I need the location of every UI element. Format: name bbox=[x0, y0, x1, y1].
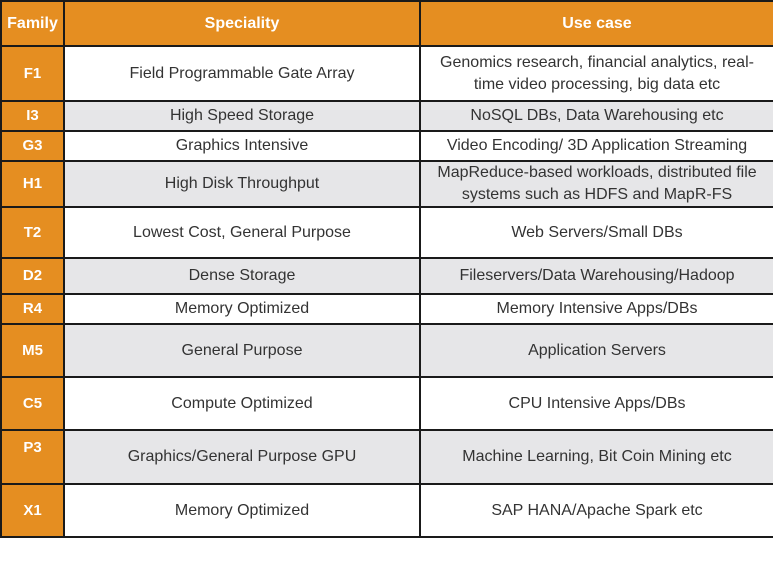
speciality-cell: High Disk Throughput bbox=[63, 160, 421, 208]
table-row: C5 Compute Optimized CPU Intensive Apps/DB… bbox=[0, 376, 773, 431]
family-cell: D2 bbox=[0, 257, 65, 295]
use-case-cell: MapReduce-based workloads, distributed f… bbox=[419, 160, 773, 208]
table-row: X1 Memory Optimized SAP HANA/Apache Spark … bbox=[0, 483, 773, 538]
speciality-cell: General Purpose bbox=[63, 323, 421, 378]
family-cell: P3 bbox=[0, 429, 65, 485]
use-case-cell: Genomics research, financial analytics, … bbox=[419, 45, 773, 102]
table-row: P3 Graphics/General Purpose GPU Machine Le… bbox=[0, 429, 773, 485]
speciality-cell: Memory Optimized bbox=[63, 483, 421, 538]
family-cell: T2 bbox=[0, 206, 65, 259]
table-row: G3 Graphics Intensive Video Encoding/ 3D A… bbox=[0, 130, 773, 162]
family-cell: H1 bbox=[0, 160, 65, 208]
family-cell: G3 bbox=[0, 130, 65, 162]
speciality-cell: Graphics Intensive bbox=[63, 130, 421, 162]
use-case-cell: Memory Intensive Apps/DBs bbox=[419, 293, 773, 325]
speciality-cell: Dense Storage bbox=[63, 257, 421, 295]
use-case-cell: Video Encoding/ 3D Application Streaming bbox=[419, 130, 773, 162]
header-family: Family bbox=[0, 0, 65, 47]
family-cell: F1 bbox=[0, 45, 65, 102]
family-cell: M5 bbox=[0, 323, 65, 378]
use-case-cell: CPU Intensive Apps/DBs bbox=[419, 376, 773, 431]
use-case-cell: SAP HANA/Apache Spark etc bbox=[419, 483, 773, 538]
table-row: I3 High Speed Storage NoSQL DBs, Data Ware… bbox=[0, 100, 773, 132]
family-cell: I3 bbox=[0, 100, 65, 132]
use-case-cell: Web Servers/Small DBs bbox=[419, 206, 773, 259]
use-case-cell: Machine Learning, Bit Coin Mining etc bbox=[419, 429, 773, 485]
speciality-cell: Graphics/General Purpose GPU bbox=[63, 429, 421, 485]
speciality-cell: Field Programmable Gate Array bbox=[63, 45, 421, 102]
family-cell: X1 bbox=[0, 483, 65, 538]
table-row: M5 General Purpose Application Servers bbox=[0, 323, 773, 378]
header-speciality: Speciality bbox=[63, 0, 421, 47]
use-case-cell: Application Servers bbox=[419, 323, 773, 378]
table-row: R4 Memory Optimized Memory Intensive Apps/… bbox=[0, 293, 773, 325]
family-cell: C5 bbox=[0, 376, 65, 431]
family-cell: R4 bbox=[0, 293, 65, 325]
table-row: H1 High Disk Throughput MapReduce-based wo… bbox=[0, 160, 773, 208]
table-row: F1 Field Programmable Gate Array Genomics … bbox=[0, 45, 773, 102]
header-use-case: Use case bbox=[419, 0, 773, 47]
speciality-cell: Compute Optimized bbox=[63, 376, 421, 431]
header-row: Family Speciality Use case bbox=[0, 0, 773, 47]
speciality-cell: High Speed Storage bbox=[63, 100, 421, 132]
use-case-cell: Fileservers/Data Warehousing/Hadoop bbox=[419, 257, 773, 295]
use-case-cell: NoSQL DBs, Data Warehousing etc bbox=[419, 100, 773, 132]
speciality-cell: Memory Optimized bbox=[63, 293, 421, 325]
speciality-cell: Lowest Cost, General Purpose bbox=[63, 206, 421, 259]
table-row: D2 Dense Storage Fileservers/Data Warehous… bbox=[0, 257, 773, 295]
instance-family-table: Family Speciality Use case F1 Field Progr… bbox=[0, 0, 773, 538]
table-row: T2 Lowest Cost, General Purpose Web Server… bbox=[0, 206, 773, 259]
